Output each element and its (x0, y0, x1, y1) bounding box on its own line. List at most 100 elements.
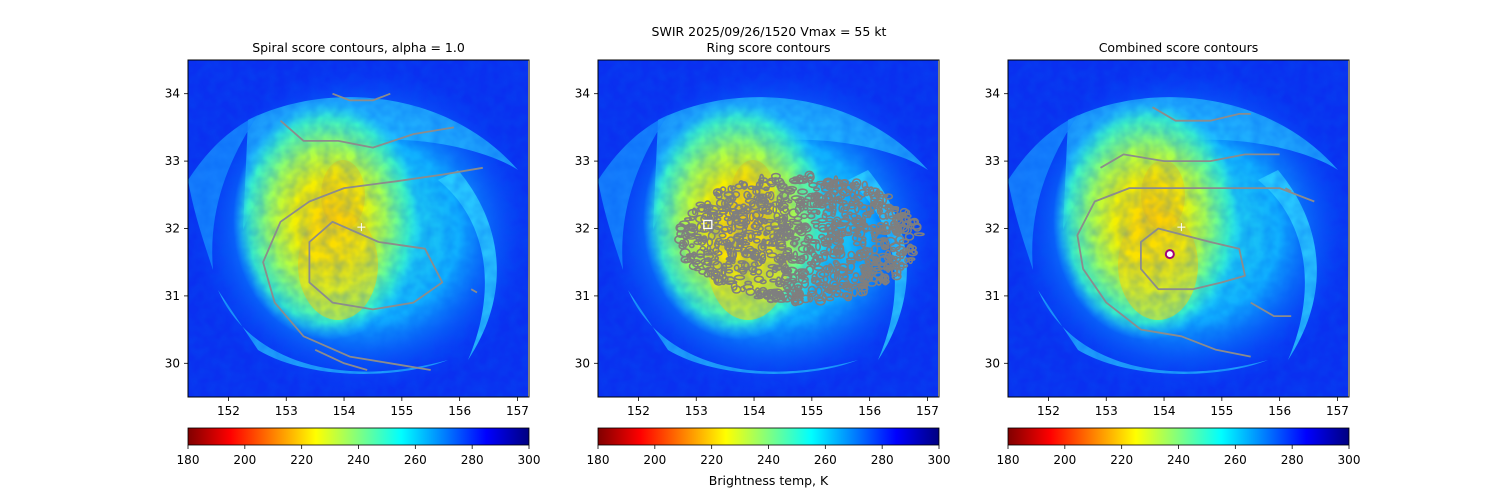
ring-contour (769, 278, 778, 283)
ring-contour (828, 191, 837, 200)
y-axis-ticks: 30 31 32 33 34 (985, 87, 1008, 370)
ring-contour (798, 203, 805, 212)
ring-contour (878, 252, 890, 258)
ring-contour (743, 190, 751, 200)
ring-contour (739, 285, 746, 293)
colorbar-tick-label: 300 (928, 453, 951, 467)
contour-line (1250, 301, 1292, 317)
colorbar-2: 180 200 220 240 260 280 300 Brightness temp, K (587, 427, 951, 488)
y-axis-ticks: 30 31 32 33 34 (575, 87, 598, 370)
ring-contour (696, 206, 708, 213)
ring-contour (685, 234, 697, 240)
ring-contour (862, 211, 872, 219)
ring-contour (821, 199, 828, 205)
ring-contour (797, 188, 808, 195)
x-tick-label: 153 (685, 404, 708, 418)
ring-contour (896, 263, 909, 269)
ring-contour (712, 271, 721, 279)
colorbar-tick-label: 180 (177, 453, 200, 467)
ring-contour (832, 197, 841, 203)
ring-contour (694, 214, 707, 224)
ring-contour (883, 253, 893, 262)
ring-contour (696, 248, 705, 259)
colorbar-tick-label: 200 (643, 453, 666, 467)
ring-contour (884, 204, 895, 212)
ring-contour (778, 201, 784, 206)
ring-contour (847, 211, 853, 216)
ring-contour (815, 209, 821, 216)
y-tick-label: 30 (985, 356, 1000, 370)
ring-contour (751, 248, 760, 259)
y-tick-label: 31 (985, 289, 1000, 303)
ring-contour (766, 297, 776, 303)
ring-contour (794, 290, 804, 296)
ring-contour (821, 240, 830, 247)
ring-contour (768, 191, 775, 201)
ring-contour (691, 251, 697, 259)
ring-contour (714, 213, 724, 218)
ring-contour (884, 210, 890, 220)
ring-contour (913, 232, 925, 237)
ring-contour (864, 259, 871, 265)
y-tick-label: 34 (575, 87, 590, 101)
spiral-contour-group (262, 92, 483, 371)
ring-contour (841, 273, 849, 281)
y-tick-label: 33 (985, 154, 1000, 168)
ring-contour (688, 243, 695, 249)
colorbar-tick-label: 200 (1053, 453, 1076, 467)
colorbar-tick-label: 260 (404, 453, 427, 467)
ring-contour (751, 252, 760, 261)
ring-contour (726, 248, 733, 255)
ring-contour (715, 193, 723, 200)
ring-contour (881, 223, 892, 234)
ring-contour (888, 215, 898, 220)
ring-contour (744, 245, 755, 255)
ring-contour (782, 264, 789, 270)
ring-contour (792, 296, 804, 302)
ring-contour (856, 201, 864, 208)
ring-contour (861, 269, 867, 280)
ring-contour (807, 285, 817, 295)
colorbar-gradient (187, 427, 530, 446)
ring-contour (802, 253, 809, 262)
ring-contour (789, 255, 802, 263)
y-tick-label: 31 (165, 289, 180, 303)
colorbar-tick-label: 280 (871, 453, 894, 467)
ring-contour (882, 245, 890, 250)
y-tick-label: 32 (165, 222, 180, 236)
y-tick-label: 30 (575, 356, 590, 370)
ring-contour (777, 218, 784, 224)
x-axis-ticks: 152 153 154 155 156 157 (1037, 397, 1349, 418)
ring-contour (807, 175, 814, 185)
marker-group (1164, 223, 1186, 260)
ring-contour (892, 224, 901, 234)
y-tick-label: 32 (985, 222, 1000, 236)
ring-contour (800, 278, 810, 289)
ring-contour (706, 237, 714, 247)
x-tick-label: 154 (333, 404, 356, 418)
ring-contour (721, 206, 731, 212)
ring-contour (770, 220, 780, 229)
ring-contour (733, 264, 740, 272)
colorbar-tick-label: 260 (814, 453, 837, 467)
x-tick-label: 157 (506, 404, 529, 418)
ring-contour (834, 184, 843, 193)
ring-contour (748, 212, 755, 222)
ring-contour (688, 261, 699, 271)
ring-contour (738, 180, 744, 186)
ring-contour (892, 255, 899, 261)
ring-contour (846, 284, 853, 292)
contour-line (279, 120, 455, 149)
x-tick-label: 157 (1326, 404, 1349, 418)
x-tick-label: 152 (217, 404, 240, 418)
contour-line (1152, 106, 1251, 122)
contour-line (1284, 187, 1292, 193)
ring-contour (835, 288, 842, 295)
ring-contour (895, 235, 905, 245)
ring-contour (904, 232, 915, 241)
ring-contour (783, 213, 789, 223)
x-tick-label: 155 (390, 404, 413, 418)
panel-title: Combined score contours (1099, 40, 1259, 55)
ring-contour (890, 220, 899, 229)
colorbar-tick-label: 300 (1338, 453, 1361, 467)
